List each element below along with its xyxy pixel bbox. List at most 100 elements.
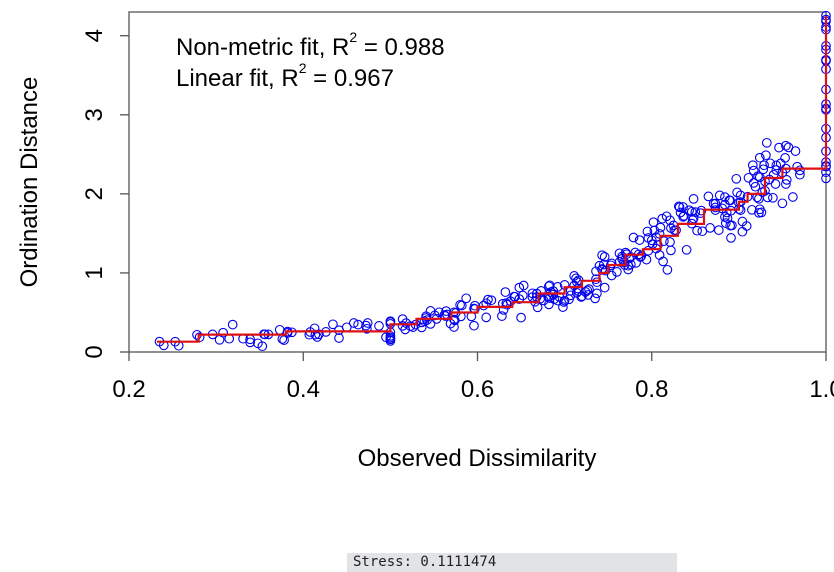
x-axis: 0.2 0.4 0.6 0.8 1.0 xyxy=(112,352,834,403)
data-point xyxy=(571,273,581,284)
data-point xyxy=(692,225,702,236)
data-point xyxy=(328,319,338,330)
data-point xyxy=(684,205,695,216)
x-tick-label: 0.8 xyxy=(635,376,668,403)
data-point xyxy=(679,210,689,221)
data-point xyxy=(781,140,791,151)
stress-readout: Stress: 0.1111474 xyxy=(347,553,677,572)
data-point xyxy=(678,211,688,222)
data-point xyxy=(649,225,660,236)
y-axis: 0 1 2 3 4 xyxy=(81,29,129,359)
data-point xyxy=(469,320,479,331)
data-point xyxy=(334,333,344,343)
data-point xyxy=(612,267,622,277)
data-point xyxy=(654,250,665,260)
data-point xyxy=(735,190,746,201)
data-point xyxy=(774,142,784,153)
data-point xyxy=(619,257,629,268)
data-point xyxy=(470,300,480,311)
data-point xyxy=(516,312,526,323)
data-point xyxy=(227,319,238,330)
data-point xyxy=(635,252,646,262)
data-point xyxy=(743,172,754,183)
data-point xyxy=(590,293,600,304)
data-point xyxy=(591,266,601,277)
x-tick-label: 0.2 xyxy=(112,376,145,403)
data-point xyxy=(756,207,767,218)
data-point xyxy=(673,201,684,212)
data-point xyxy=(780,153,790,163)
data-point xyxy=(497,298,508,309)
data-point xyxy=(748,178,759,188)
y-tick-label: 4 xyxy=(81,29,108,42)
x-tick-label: 0.4 xyxy=(287,376,320,403)
data-point xyxy=(666,245,676,256)
x-tick-label: 0.6 xyxy=(461,376,494,403)
data-point xyxy=(614,248,625,259)
data-point xyxy=(478,300,489,311)
data-point xyxy=(777,198,788,209)
data-point xyxy=(737,226,748,237)
data-point xyxy=(274,324,285,335)
data-point xyxy=(498,305,509,315)
data-point xyxy=(754,152,765,163)
data-point xyxy=(312,332,323,342)
data-point xyxy=(421,311,431,322)
data-point xyxy=(461,293,472,304)
data-point xyxy=(641,254,652,265)
data-point xyxy=(681,244,692,255)
data-point xyxy=(577,291,587,301)
data-point xyxy=(636,251,647,261)
data-point xyxy=(662,264,673,275)
plot-frame xyxy=(128,11,827,353)
data-point xyxy=(419,316,430,327)
data-point xyxy=(821,173,831,184)
shepard-plot: 0.2 0.4 0.6 0.8 1.0 0 1 2 3 4 Observed Dissimila… xyxy=(16,10,834,472)
x-axis-label: Observed Dissimilarity xyxy=(358,445,597,472)
data-point xyxy=(455,300,465,310)
nonmetric-fit-annotation: Non-metric fit, R2 = 0.988 xyxy=(176,29,445,61)
data-point xyxy=(705,223,715,233)
data-point xyxy=(731,173,742,184)
data-point xyxy=(714,190,725,201)
data-point xyxy=(597,265,607,275)
data-point xyxy=(405,321,416,331)
data-point xyxy=(792,161,803,172)
data-point xyxy=(361,320,371,331)
y-tick-label: 2 xyxy=(81,187,108,200)
fit-line xyxy=(156,16,828,343)
data-point xyxy=(771,165,782,175)
y-tick-label: 0 xyxy=(81,345,108,358)
data-point xyxy=(761,137,772,148)
data-point xyxy=(642,226,653,237)
data-point xyxy=(314,329,324,340)
data-point xyxy=(592,288,602,299)
data-point xyxy=(509,291,519,302)
y-tick-label: 3 xyxy=(81,108,108,121)
data-point xyxy=(768,192,778,203)
data-point xyxy=(775,158,786,169)
data-point xyxy=(759,160,769,171)
data-point xyxy=(279,335,289,345)
data-point xyxy=(374,321,384,331)
data-point xyxy=(606,258,617,269)
data-point xyxy=(720,212,730,222)
data-point xyxy=(713,225,724,235)
data-point xyxy=(253,338,263,349)
data-point xyxy=(747,160,758,171)
data-point xyxy=(761,150,771,161)
data-point xyxy=(732,187,742,198)
data-point xyxy=(481,312,492,323)
data-point xyxy=(497,311,507,321)
data-point xyxy=(674,202,685,213)
data-point xyxy=(758,164,769,175)
linear-fit-annotation: Linear fit, R2 = 0.967 xyxy=(176,60,394,92)
data-point xyxy=(771,160,782,171)
data-point xyxy=(781,179,791,189)
data-point xyxy=(559,295,570,306)
data-point xyxy=(597,250,607,261)
data-point xyxy=(762,192,773,203)
data-point xyxy=(362,318,373,328)
data-point xyxy=(548,289,559,300)
data-point xyxy=(657,213,668,224)
